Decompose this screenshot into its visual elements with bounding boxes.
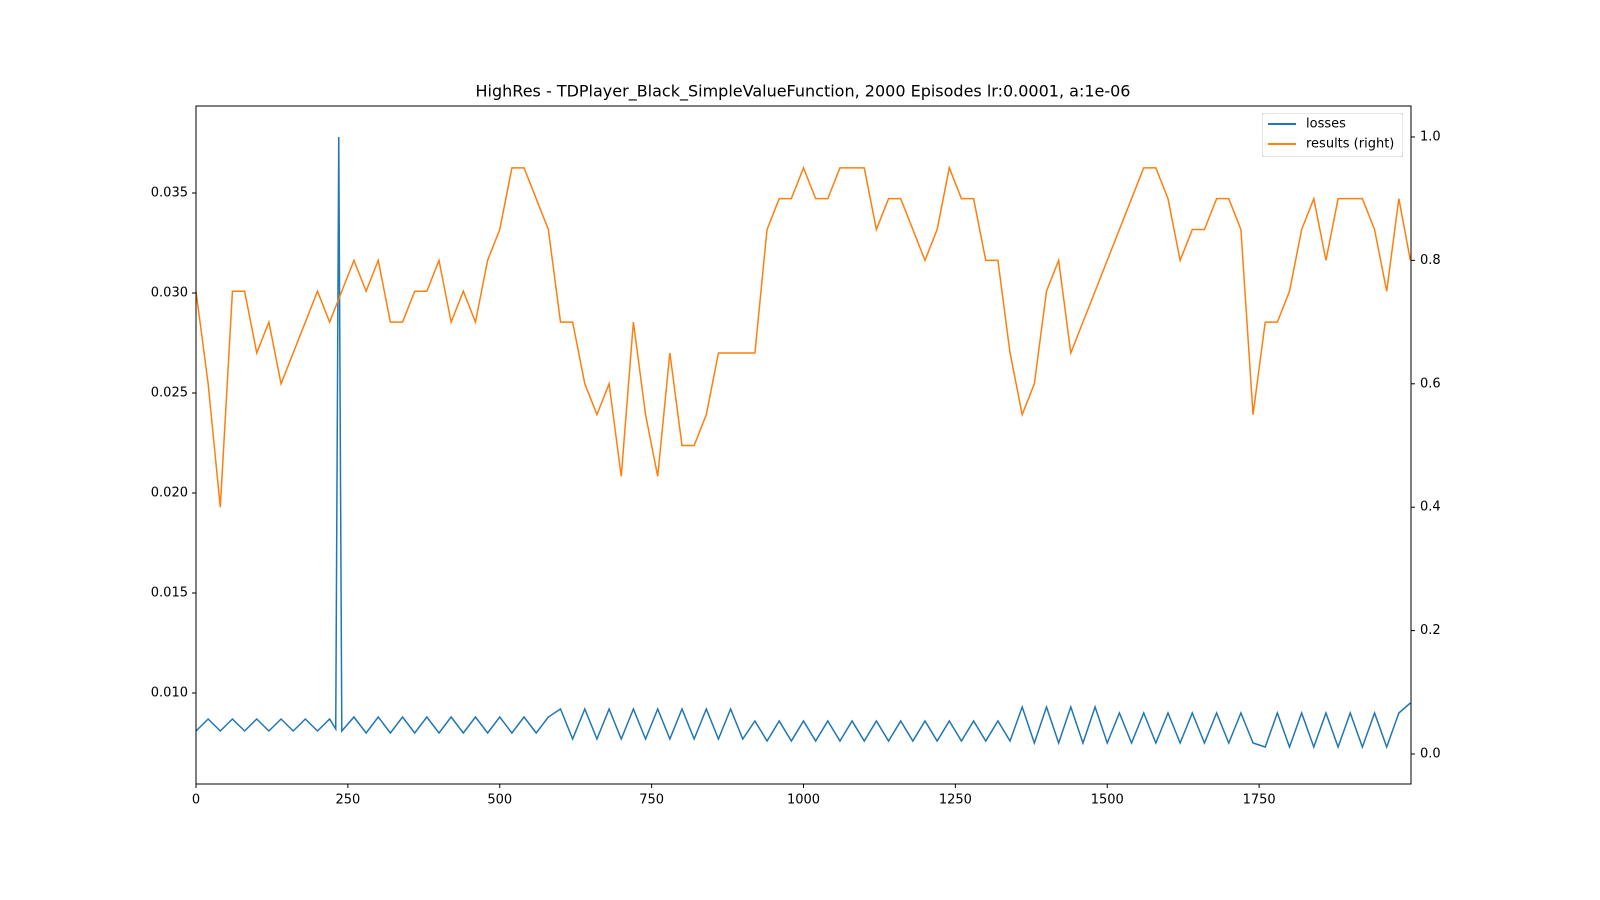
y-tick-label: 0.015 [151, 586, 188, 601]
line-series [196, 136, 1411, 750]
x-tick-label: 250 [335, 793, 360, 808]
legend-label: results (right) [1306, 137, 1394, 152]
legend-box [1262, 113, 1403, 157]
chart-title: HighRes - TDPlayer_Black_SimpleValueFunc… [476, 82, 1131, 102]
x-tick-label: 1500 [1091, 793, 1124, 808]
y2-tick-label: 0.2 [1420, 623, 1441, 638]
y-tick-label: 0.025 [151, 386, 188, 401]
y-tick-label: 0.020 [151, 486, 188, 501]
legend-label: losses [1306, 117, 1346, 132]
plot-area [196, 136, 1411, 750]
x-tick-label: 500 [487, 793, 512, 808]
x-tick-label: 1750 [1243, 793, 1276, 808]
y2-tick-label: 0.6 [1420, 376, 1441, 391]
y2-tick-label: 0.8 [1420, 253, 1441, 268]
y2-tick-label: 1.0 [1420, 129, 1441, 144]
y-tick-label: 0.030 [151, 286, 188, 301]
x-tick-label: 0 [192, 793, 200, 808]
line-series [196, 165, 1411, 508]
x-tick-label: 1000 [787, 793, 820, 808]
x-tick-label: 750 [639, 793, 664, 808]
y-tick-label: 0.010 [151, 686, 188, 701]
legend: losses results (right) [1262, 113, 1403, 157]
y2-tick-label: 0.0 [1420, 747, 1441, 762]
x-tick-label: 1250 [939, 793, 972, 808]
y2-tick-label: 0.4 [1420, 500, 1441, 515]
y-tick-label: 0.035 [151, 186, 188, 201]
